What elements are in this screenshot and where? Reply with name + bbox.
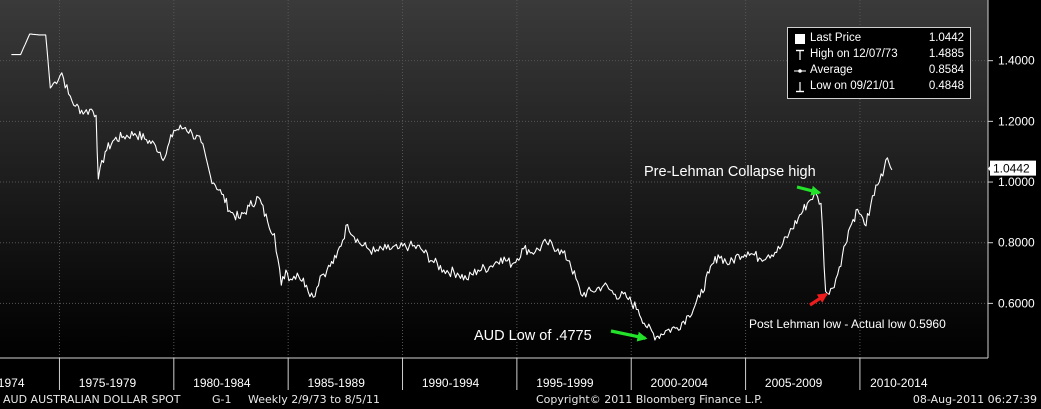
legend-value: 1.0442 — [928, 32, 964, 44]
x-axis-ticks: -1974 1975-1979 1980-1984 1985-1989 1990-199… — [0, 376, 928, 390]
legend-label: Average — [810, 64, 853, 76]
annotation-label: AUD Low of .4775 — [474, 328, 592, 344]
x-tick-label: 2005-2009 — [765, 376, 823, 390]
annotations: Pre-Lehman Collapse high AUD Low of .4775… — [474, 164, 946, 344]
x-tick-label: -1974 — [0, 376, 25, 390]
x-tick-label: 2000-2004 — [651, 376, 709, 390]
legend-item-average: Average 0.8584 — [794, 63, 964, 79]
legend-value: 0.8584 — [928, 64, 964, 76]
x-axis-dividers — [58, 0, 861, 390]
y-axis-band — [988, 0, 1041, 390]
price-tag-box — [990, 160, 1036, 176]
annotation-arrow — [809, 292, 828, 307]
square-icon — [795, 34, 805, 44]
last-price-tag: 1.0442 — [988, 160, 1036, 176]
x-tick-label: 2010-2014 — [870, 376, 928, 390]
y-tick-label: 1.0000 — [998, 175, 1035, 189]
footer-timestamp: 08-Aug-2011 06:27:39 — [912, 393, 1037, 406]
y-tick-label: 1.4000 — [998, 54, 1035, 68]
footer-copyright: Copyright© 2011 Bloomberg Finance L.P. — [536, 393, 763, 406]
chart-footer: AUD AUSTRALIAN DOLLAR SPOT G-1 Weekly 2/… — [0, 390, 1041, 409]
series-line-aud — [11, 33, 893, 341]
legend-value: 1.4885 — [928, 48, 964, 60]
x-axis-band — [0, 358, 988, 390]
legend-label: Last Price — [810, 32, 862, 44]
y-tick-label: 0.6000 — [998, 296, 1035, 310]
high-marker-icon — [796, 49, 804, 60]
legend-item-low: Low on 09/21/01 0.4848 — [794, 79, 964, 95]
legend: Last Price 1.0442 High on 12/07/73 1.488… — [787, 27, 971, 99]
x-tick-label: 1975-1979 — [79, 376, 137, 390]
x-tick-label: 1990-1994 — [422, 376, 480, 390]
footer-ticker: AUD AUSTRALIAN DOLLAR SPOT — [3, 393, 181, 406]
x-tick-label: 1985-1989 — [307, 376, 365, 390]
x-tick-label: 1980-1984 — [193, 376, 251, 390]
average-marker-icon — [794, 69, 806, 73]
low-marker-icon — [796, 82, 804, 93]
y-tick-label: 1.2000 — [998, 114, 1035, 128]
annotation-label: Pre-Lehman Collapse high — [644, 164, 816, 180]
annotation-label: Post Lehman low - Actual low 0.5960 — [749, 317, 946, 331]
x-tick-label: 1995-1999 — [536, 376, 594, 390]
legend-item-last-price: Last Price 1.0442 — [794, 31, 964, 47]
legend-item-high: High on 12/07/73 1.4885 — [794, 47, 964, 63]
y-axis-ticks: 0.6000 0.8000 1.0000 1.2000 1.4000 — [988, 54, 1035, 310]
annotation-arrow — [610, 329, 648, 342]
annotation-arrow — [796, 185, 822, 196]
legend-label: High on 12/07/73 — [810, 48, 898, 60]
footer-chart-id: G-1 — [212, 393, 232, 406]
legend-value: 0.4848 — [928, 80, 964, 92]
price-tag-pointer — [988, 163, 992, 174]
price-tag-label: 1.0442 — [993, 162, 1030, 176]
legend-label: Low on 09/21/01 — [810, 80, 896, 92]
y-tick-label: 0.8000 — [998, 236, 1035, 250]
footer-period: Weekly 2/9/73 to 8/5/11 — [248, 393, 381, 406]
